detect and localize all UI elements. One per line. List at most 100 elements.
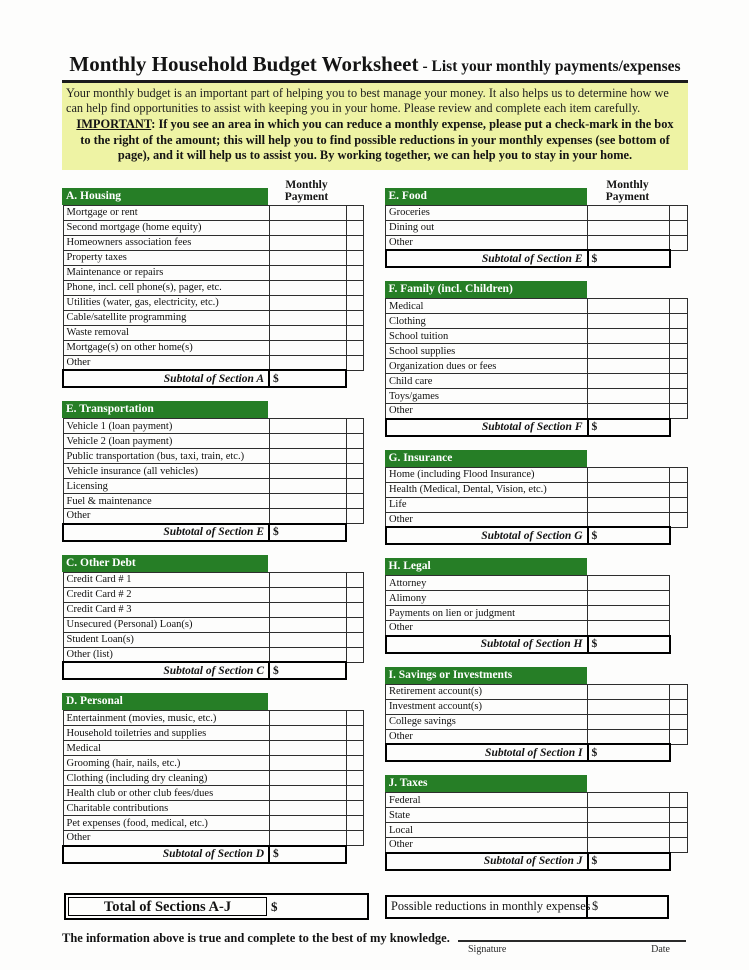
reduce-expense-checkbox-cell[interactable] <box>345 448 364 464</box>
reduce-expense-checkbox-cell[interactable] <box>345 418 364 434</box>
reduce-expense-checkbox-cell[interactable] <box>345 725 364 741</box>
subtotal-amount-cell[interactable]: $ <box>268 369 347 388</box>
monthly-payment-input-cell[interactable] <box>587 313 670 329</box>
monthly-payment-input-cell[interactable] <box>268 508 347 524</box>
monthly-payment-input-cell[interactable] <box>587 343 670 359</box>
reduce-expense-checkbox-cell[interactable] <box>345 463 364 479</box>
reduce-expense-checkbox-cell[interactable] <box>345 785 364 801</box>
monthly-payment-input-cell[interactable] <box>268 433 347 449</box>
monthly-payment-input-cell[interactable] <box>268 770 347 786</box>
monthly-payment-input-cell[interactable] <box>587 728 670 745</box>
reduce-expense-checkbox-cell[interactable] <box>345 234 364 251</box>
monthly-payment-input-cell[interactable] <box>268 571 347 588</box>
monthly-payment-input-cell[interactable] <box>268 785 347 801</box>
reduce-expense-checkbox-cell[interactable] <box>669 683 688 700</box>
monthly-payment-input-cell[interactable] <box>268 418 347 434</box>
reduce-expense-checkbox-cell[interactable] <box>669 698 688 715</box>
monthly-payment-input-cell[interactable] <box>268 354 347 371</box>
reduce-expense-checkbox-cell[interactable] <box>345 433 364 449</box>
reduce-expense-checkbox-cell[interactable] <box>345 601 364 618</box>
reduce-expense-checkbox-cell[interactable] <box>345 616 364 633</box>
monthly-payment-input-cell[interactable] <box>587 698 670 715</box>
subtotal-amount-cell[interactable]: $ <box>586 417 671 437</box>
reduce-expense-checkbox-cell[interactable] <box>345 264 364 281</box>
monthly-payment-input-cell[interactable] <box>587 496 670 513</box>
reduce-expense-checkbox-cell[interactable] <box>345 631 364 648</box>
monthly-payment-input-cell[interactable] <box>587 605 670 621</box>
monthly-payment-input-cell[interactable] <box>268 463 347 479</box>
monthly-payment-input-cell[interactable] <box>587 683 670 700</box>
reduce-expense-checkbox-cell[interactable] <box>345 508 364 524</box>
monthly-payment-input-cell[interactable] <box>268 478 347 494</box>
reduce-expense-checkbox-cell[interactable] <box>669 511 688 528</box>
monthly-payment-input-cell[interactable] <box>268 755 347 771</box>
monthly-payment-input-cell[interactable] <box>587 807 670 823</box>
reduce-expense-checkbox-cell[interactable] <box>669 822 688 838</box>
monthly-payment-input-cell[interactable] <box>268 309 347 326</box>
monthly-payment-input-cell[interactable] <box>587 234 670 251</box>
reduce-expense-checkbox-cell[interactable] <box>669 313 688 329</box>
monthly-payment-input-cell[interactable] <box>587 466 670 483</box>
monthly-payment-input-cell[interactable] <box>587 373 670 389</box>
monthly-payment-input-cell[interactable] <box>587 403 670 419</box>
reduce-expense-checkbox-cell[interactable] <box>345 646 364 663</box>
total-sections-amount-cell[interactable]: $ <box>271 898 278 914</box>
monthly-payment-input-cell[interactable] <box>268 219 347 236</box>
monthly-payment-input-cell[interactable] <box>268 586 347 603</box>
monthly-payment-input-cell[interactable] <box>268 264 347 281</box>
reduce-expense-checkbox-cell[interactable] <box>345 324 364 341</box>
signature-line[interactable] <box>458 939 686 942</box>
monthly-payment-input-cell[interactable] <box>587 511 670 528</box>
reduce-expense-checkbox-cell[interactable] <box>669 837 688 853</box>
subtotal-amount-cell[interactable]: $ <box>586 249 671 268</box>
reduce-expense-checkbox-cell[interactable] <box>345 339 364 356</box>
reduce-expense-checkbox-cell[interactable] <box>345 755 364 771</box>
monthly-payment-input-cell[interactable] <box>587 298 670 314</box>
reduce-expense-checkbox-cell[interactable] <box>345 710 364 726</box>
monthly-payment-input-cell[interactable] <box>587 388 670 404</box>
reduce-expense-checkbox-cell[interactable] <box>345 830 364 846</box>
monthly-payment-input-cell[interactable] <box>587 792 670 808</box>
reduce-expense-checkbox-cell[interactable] <box>669 234 688 251</box>
subtotal-amount-cell[interactable]: $ <box>268 661 347 680</box>
reduce-expense-checkbox-cell[interactable] <box>669 204 688 221</box>
reduce-expense-checkbox-cell[interactable] <box>669 328 688 344</box>
reduce-expense-checkbox-cell[interactable] <box>669 388 688 404</box>
monthly-payment-input-cell[interactable] <box>268 601 347 618</box>
monthly-payment-input-cell[interactable] <box>268 204 347 221</box>
monthly-payment-input-cell[interactable] <box>587 822 670 838</box>
monthly-payment-input-cell[interactable] <box>587 219 670 236</box>
subtotal-amount-cell[interactable]: $ <box>268 844 347 864</box>
reduce-expense-checkbox-cell[interactable] <box>669 343 688 359</box>
reduce-expense-checkbox-cell[interactable] <box>345 309 364 326</box>
reduce-expense-checkbox-cell[interactable] <box>669 713 688 730</box>
monthly-payment-input-cell[interactable] <box>268 324 347 341</box>
subtotal-amount-cell[interactable]: $ <box>586 743 671 762</box>
monthly-payment-input-cell[interactable] <box>268 646 347 663</box>
subtotal-amount-cell[interactable]: $ <box>586 526 671 545</box>
reduce-expense-checkbox-cell[interactable] <box>345 249 364 266</box>
possible-reductions-amount-cell[interactable]: $ <box>592 899 599 913</box>
monthly-payment-input-cell[interactable] <box>268 279 347 296</box>
reduce-expense-checkbox-cell[interactable] <box>669 792 688 808</box>
monthly-payment-input-cell[interactable] <box>587 575 670 591</box>
monthly-payment-input-cell[interactable] <box>587 620 670 636</box>
reduce-expense-checkbox-cell[interactable] <box>669 358 688 374</box>
reduce-expense-checkbox-cell[interactable] <box>345 478 364 494</box>
monthly-payment-input-cell[interactable] <box>268 616 347 633</box>
reduce-expense-checkbox-cell[interactable] <box>345 800 364 816</box>
monthly-payment-input-cell[interactable] <box>268 448 347 464</box>
reduce-expense-checkbox-cell[interactable] <box>669 496 688 513</box>
reduce-expense-checkbox-cell[interactable] <box>669 466 688 483</box>
monthly-payment-input-cell[interactable] <box>587 328 670 344</box>
reduce-expense-checkbox-cell[interactable] <box>669 298 688 314</box>
subtotal-amount-cell[interactable]: $ <box>586 634 671 654</box>
reduce-expense-checkbox-cell[interactable] <box>345 571 364 588</box>
monthly-payment-input-cell[interactable] <box>587 837 670 853</box>
reduce-expense-checkbox-cell[interactable] <box>669 481 688 498</box>
reduce-expense-checkbox-cell[interactable] <box>669 219 688 236</box>
monthly-payment-input-cell[interactable] <box>587 713 670 730</box>
monthly-payment-input-cell[interactable] <box>587 481 670 498</box>
monthly-payment-input-cell[interactable] <box>268 339 347 356</box>
monthly-payment-input-cell[interactable] <box>268 740 347 756</box>
